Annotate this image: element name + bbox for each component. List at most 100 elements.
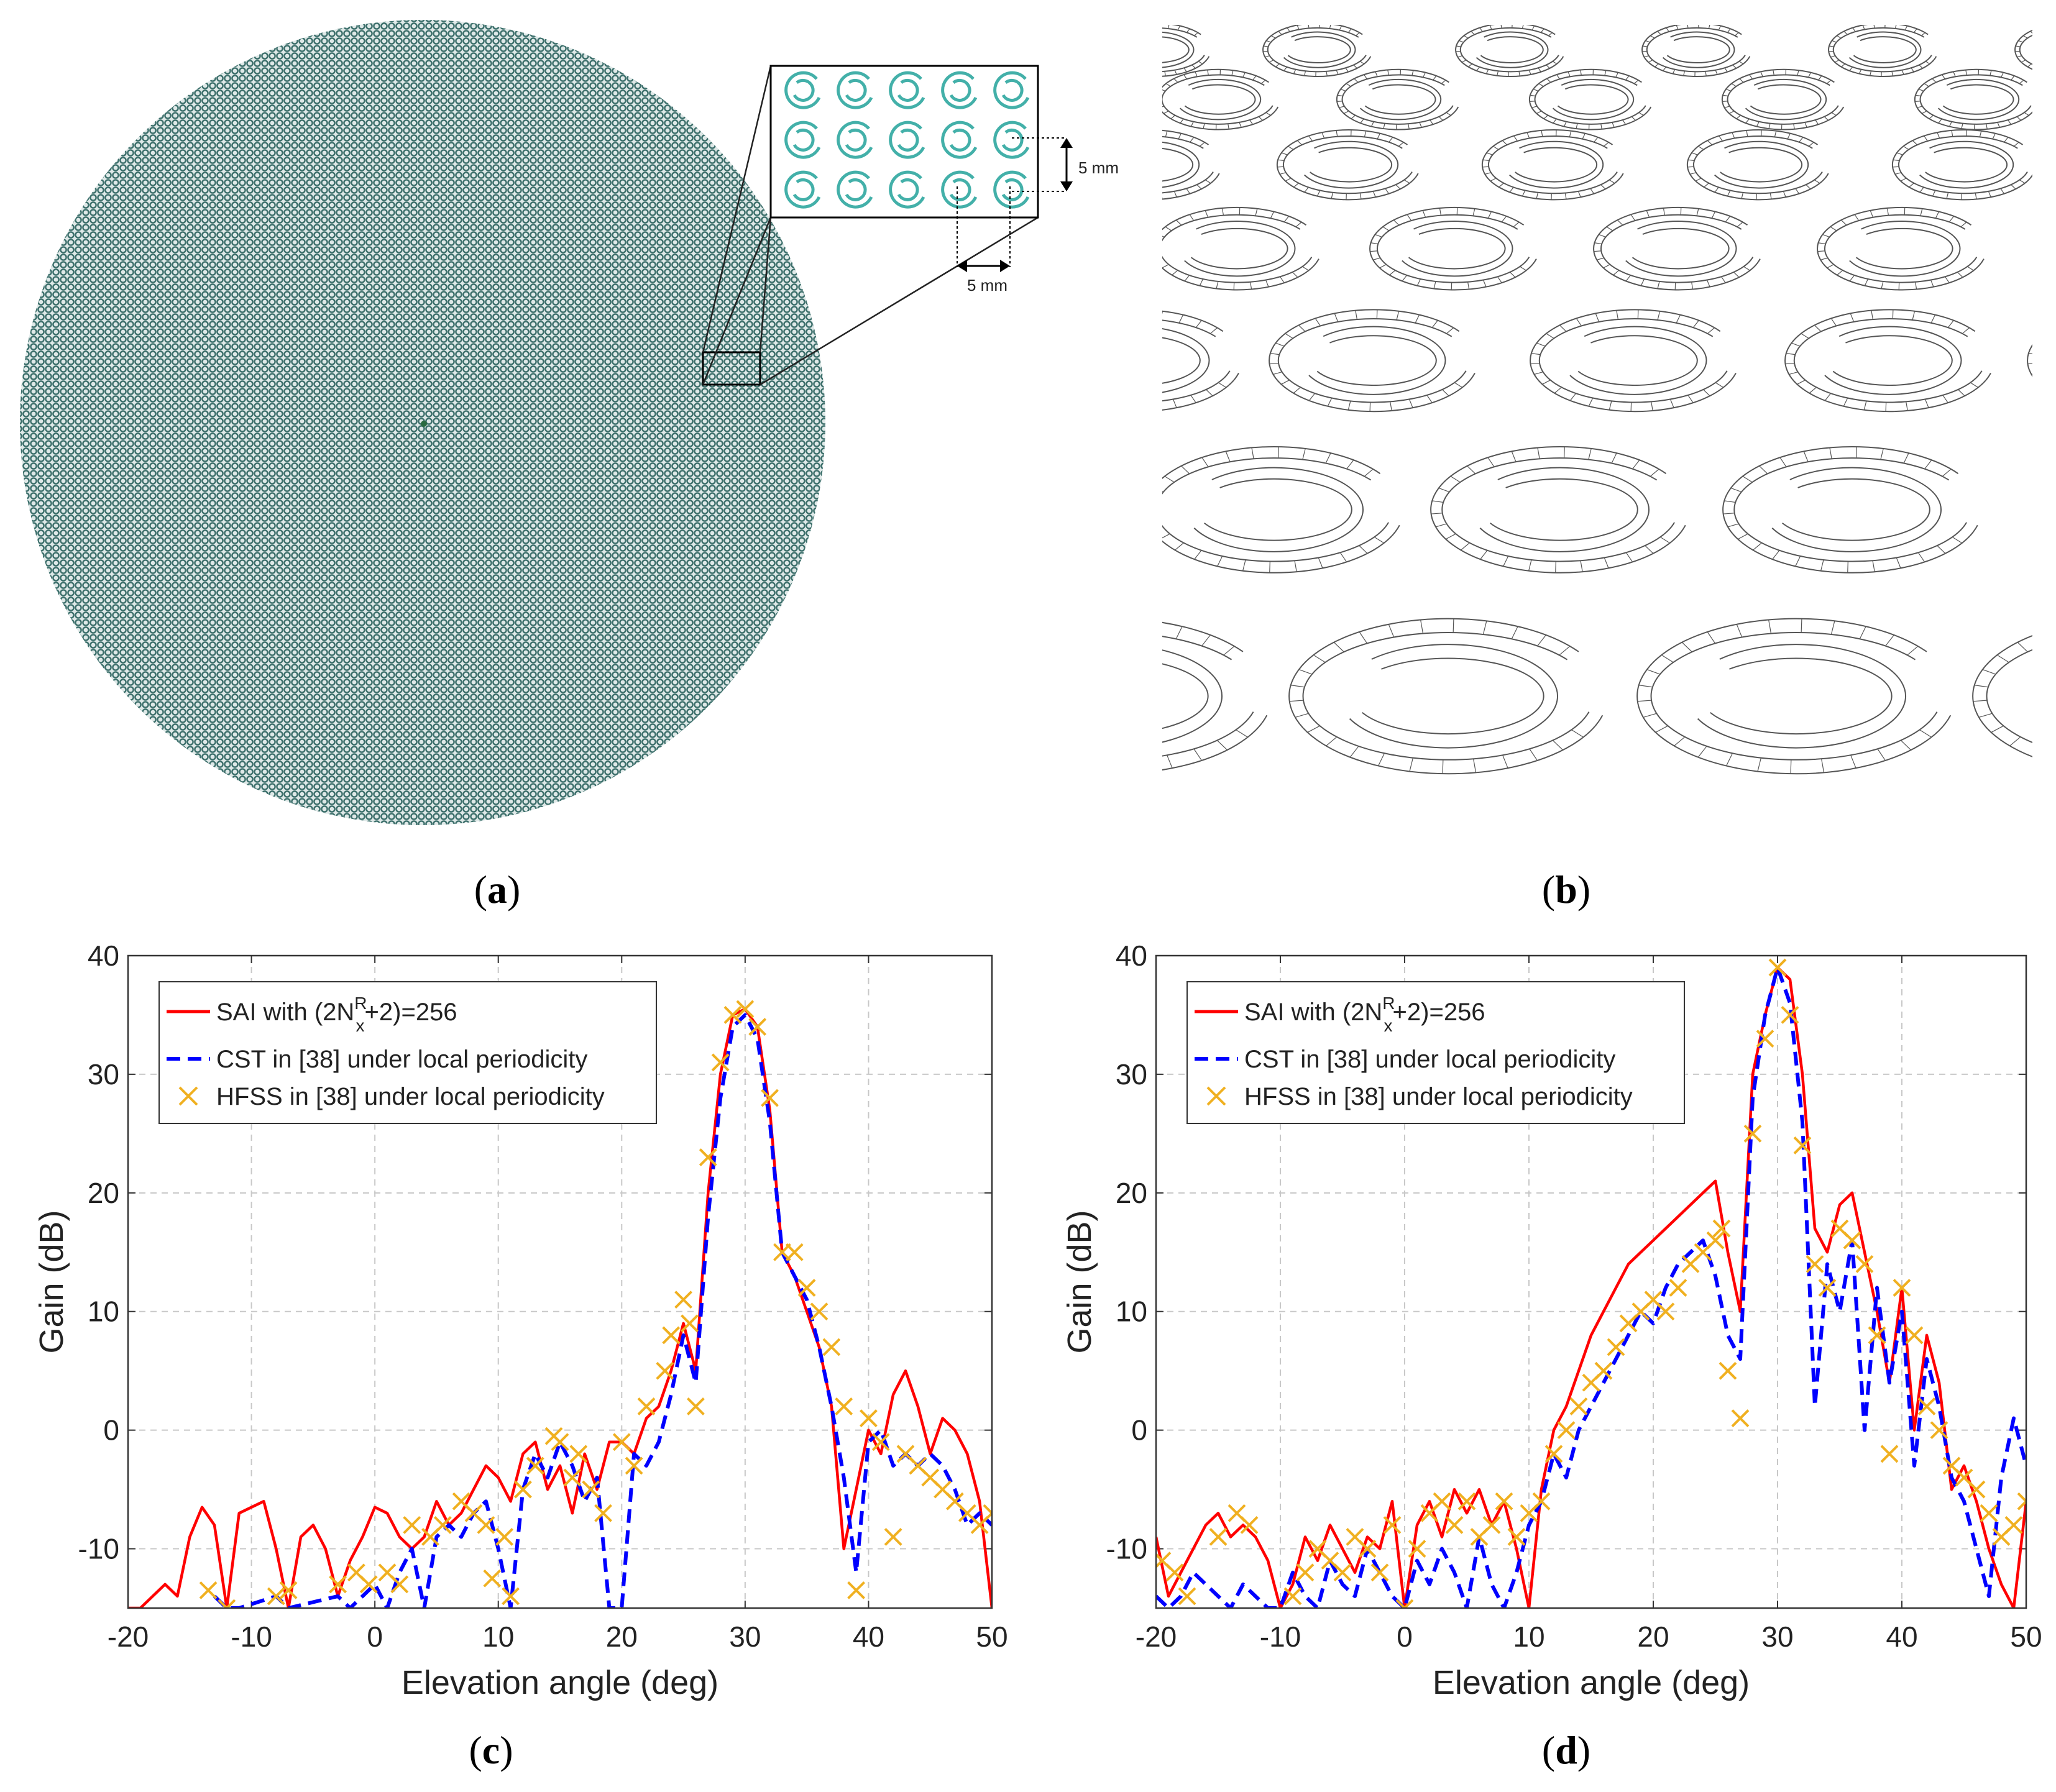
hfss-marker [495, 1528, 514, 1546]
split-ring-resonator [1817, 206, 1985, 291]
hfss-marker [1980, 1504, 1998, 1522]
y-tick-label: -10 [78, 1533, 119, 1565]
hfss-marker [884, 1528, 902, 1546]
split-ring-resonator [1162, 25, 1210, 77]
split-ring-resonator [1784, 309, 1991, 413]
hfss-marker [1165, 1563, 1184, 1582]
inset-outer-ring [941, 71, 978, 109]
hfss-marker [761, 1089, 779, 1107]
hfss-marker [612, 1433, 631, 1451]
split-ring-resonator [1721, 68, 1845, 130]
panel-b [1162, 25, 2032, 833]
hfss-marker [625, 1456, 643, 1475]
hfss-marker [674, 1291, 692, 1309]
hfss-marker [847, 1581, 865, 1599]
x-tick-label: 50 [2010, 1621, 2042, 1653]
inset-inner-ring [792, 78, 815, 102]
y-axis-label: Gain (dB) [1061, 1210, 1098, 1353]
x-tick-label: -20 [108, 1621, 149, 1653]
inset-outer-ring [784, 71, 821, 109]
hfss-marker [1880, 1445, 1899, 1463]
legend: SAI with (2NR x+2)=256 CST in [38] under l… [1186, 981, 1685, 1124]
hfss-marker [1855, 1255, 1874, 1273]
hfss-marker [1669, 1279, 1687, 1297]
hfss-marker [403, 1515, 421, 1534]
inset-inner-ring [897, 128, 919, 152]
inset-inner-ring [1001, 178, 1024, 201]
inset-inner-ring [949, 178, 971, 201]
x-tick-label: 50 [976, 1621, 1007, 1653]
grid [128, 956, 992, 1608]
x-tick-label: 40 [1886, 1621, 1917, 1653]
split-ring-resonator [1262, 25, 1372, 78]
hfss-marker [1743, 1124, 1762, 1143]
inset-inner-ring [792, 128, 815, 152]
hfss-marker [1544, 1445, 1563, 1463]
x-tick-label: 0 [1397, 1621, 1413, 1653]
hfss-marker [1930, 1421, 1948, 1440]
hfss-marker [267, 1587, 285, 1606]
zoom-source-box [702, 351, 761, 386]
hfss-marker [502, 1587, 520, 1606]
hfss-marker [1296, 1563, 1315, 1582]
inset-unit-cells [784, 71, 1030, 209]
split-ring-resonator [1162, 129, 1220, 200]
hfss-marker [1457, 1492, 1476, 1511]
hfss-marker [359, 1575, 378, 1594]
zoom-line-2 [702, 217, 772, 385]
inset-outer-ring [993, 71, 1030, 109]
hfss-marker [1607, 1338, 1625, 1356]
legend-cst-label: CST in [38] under local periodicity [216, 1046, 587, 1073]
x-tick-label: -10 [231, 1621, 272, 1653]
split-ring-resonator [1455, 25, 1564, 78]
y-tick-label: 40 [1116, 939, 1147, 972]
hfss-marker [1917, 1397, 1936, 1415]
split-ring-resonator [2027, 344, 2032, 377]
inset-inner-ring [949, 128, 971, 152]
caption-d: (d) [1541, 1728, 1591, 1772]
metasurface-array-figure: 5 mm 5 mm [20, 20, 1119, 825]
legend-hfss-label: HFSS in [38] under local periodicity [1244, 1083, 1633, 1110]
hfss-marker [983, 1504, 992, 1522]
hfss-marker [1793, 1136, 1812, 1154]
inset-inner-ring [792, 178, 815, 201]
inset-outer-ring [837, 121, 873, 159]
inset-inner-ring [845, 128, 867, 152]
y-tick-label: -10 [1106, 1533, 1147, 1565]
split-ring-perspective-figure [1162, 25, 2032, 775]
hfss-marker [1445, 1515, 1464, 1534]
split-ring-resonator [1914, 68, 2032, 130]
hfss-marker [1569, 1397, 1588, 1415]
hfss-marker [723, 1006, 742, 1024]
y-tick-label: 0 [1131, 1414, 1147, 1447]
hfss-marker [1557, 1421, 1576, 1440]
inset-outer-ring [837, 170, 873, 209]
hfss-marker [1532, 1492, 1551, 1511]
series-sai-line [1156, 966, 2026, 1608]
hfss-marker [1433, 1492, 1451, 1511]
hfss-marker [1818, 1279, 1837, 1297]
split-ring-resonator [1162, 446, 1400, 574]
split-ring-resonator [1528, 68, 1652, 130]
hfss-marker [681, 1314, 699, 1333]
hfss-marker [1408, 1540, 1426, 1558]
split-ring-resonator [1722, 446, 1978, 574]
hfss-marker [1656, 1302, 1675, 1321]
gain-chart-d: -20 -10 0 10 20 30 40 50 -10 0 10 20 30 40 Elevation a… [1061, 939, 2042, 1701]
hfss-marker [483, 1569, 502, 1588]
caption-c: (c) [469, 1728, 513, 1772]
hfss-marker [514, 1480, 532, 1499]
hfss-marker [822, 1338, 841, 1356]
hfss-marker [1240, 1515, 1259, 1534]
split-ring-resonator [1269, 309, 1475, 413]
split-ring-resonator [1636, 618, 1952, 775]
hfss-marker [569, 1445, 588, 1463]
inset-outer-ring [889, 170, 925, 209]
zoom-line-4 [760, 216, 1039, 386]
hfss-marker [871, 1433, 890, 1451]
hfss-marker [1370, 1563, 1389, 1582]
hfss-marker [1507, 1528, 1526, 1546]
split-ring-resonator [1891, 129, 2032, 201]
legend-sai-label: SAI with (2NR x+2)=256 [1244, 994, 1485, 1035]
hfss-marker [279, 1581, 298, 1599]
